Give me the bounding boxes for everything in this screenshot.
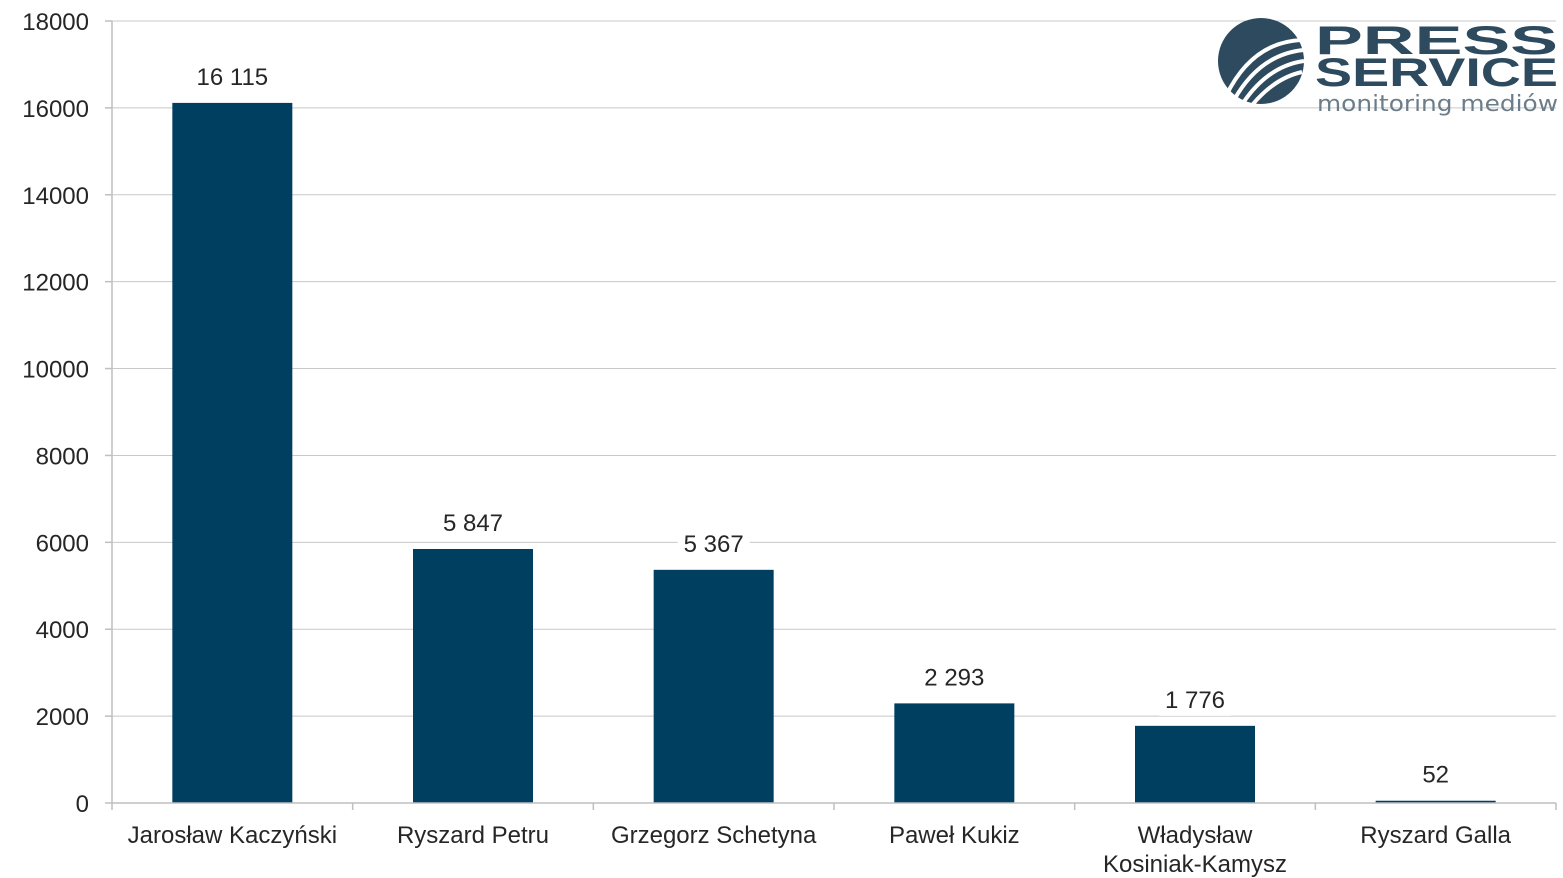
y-axis-ticks: 0 2000 4000 6000 8000 10000 12000 14000 16000 180…: [22, 9, 89, 818]
data-label-background: [918, 662, 991, 694]
data-label: 1 776: [1165, 687, 1225, 714]
data-label-background: [190, 61, 275, 93]
logo-swoosh-3: [1241, 59, 1305, 105]
y-tick-label: 0: [76, 791, 89, 818]
y-tick-label: 12000: [22, 270, 89, 297]
bar: [894, 703, 1015, 803]
gridlines: [112, 20, 1556, 717]
y-tick-label: 8000: [36, 443, 89, 470]
press-service-logo: PRESS SERVICE monitoring mediów: [1218, 18, 1558, 117]
category-label: Władysław: [1138, 822, 1253, 849]
bar: [413, 548, 533, 803]
data-label: 16 115: [197, 64, 269, 91]
logo-swoosh-1: [1224, 38, 1303, 97]
data-labels: 16 115 5 847 5 367 2 293 1 776 52: [190, 61, 1456, 791]
y-tick-label: 2000: [36, 704, 89, 731]
data-label: 5 847: [443, 510, 503, 537]
logo-globe-icon: [1218, 18, 1304, 104]
logo-swoosh-4: [1251, 70, 1303, 106]
data-label: 5 367: [684, 531, 744, 558]
data-label-background: [1416, 759, 1456, 791]
data-label-background: [436, 507, 510, 539]
y-tick-label: 4000: [36, 617, 89, 644]
y-tick-label: 10000: [22, 357, 89, 384]
y-tick-label: 6000: [36, 530, 89, 557]
y-tick-label: 16000: [22, 96, 89, 123]
logo-swoosh-2: [1232, 48, 1305, 101]
logo-text-press: PRESS: [1315, 19, 1558, 63]
category-label: Jarosław Kaczyński: [128, 822, 337, 849]
bars: [172, 102, 1496, 804]
bar: [653, 569, 774, 803]
category-labels: Jarosław Kaczyński Ryszard Petru Grzegorz …: [128, 822, 1512, 878]
x-axis: [105, 20, 1557, 810]
logo-tagline: monitoring mediów: [1317, 92, 1558, 117]
data-label: 2 293: [924, 664, 984, 691]
logo-text-service: SERVICE: [1315, 51, 1558, 95]
category-label: Ryszard Petru: [397, 822, 549, 849]
y-tick-label: 18000: [22, 9, 89, 36]
category-label: Kosiniak-Kamysz: [1103, 851, 1287, 878]
y-tick-label: 14000: [22, 183, 89, 210]
bar: [1375, 800, 1496, 803]
category-label: Grzegorz Schetyna: [611, 822, 817, 849]
data-label-background: [677, 528, 750, 560]
data-label-background: [1158, 684, 1232, 716]
bar: [172, 102, 293, 804]
bar: [1135, 725, 1255, 803]
data-label: 52: [1422, 762, 1449, 789]
category-label: Ryszard Galla: [1360, 822, 1511, 849]
category-label: Paweł Kukiz: [889, 822, 1020, 849]
